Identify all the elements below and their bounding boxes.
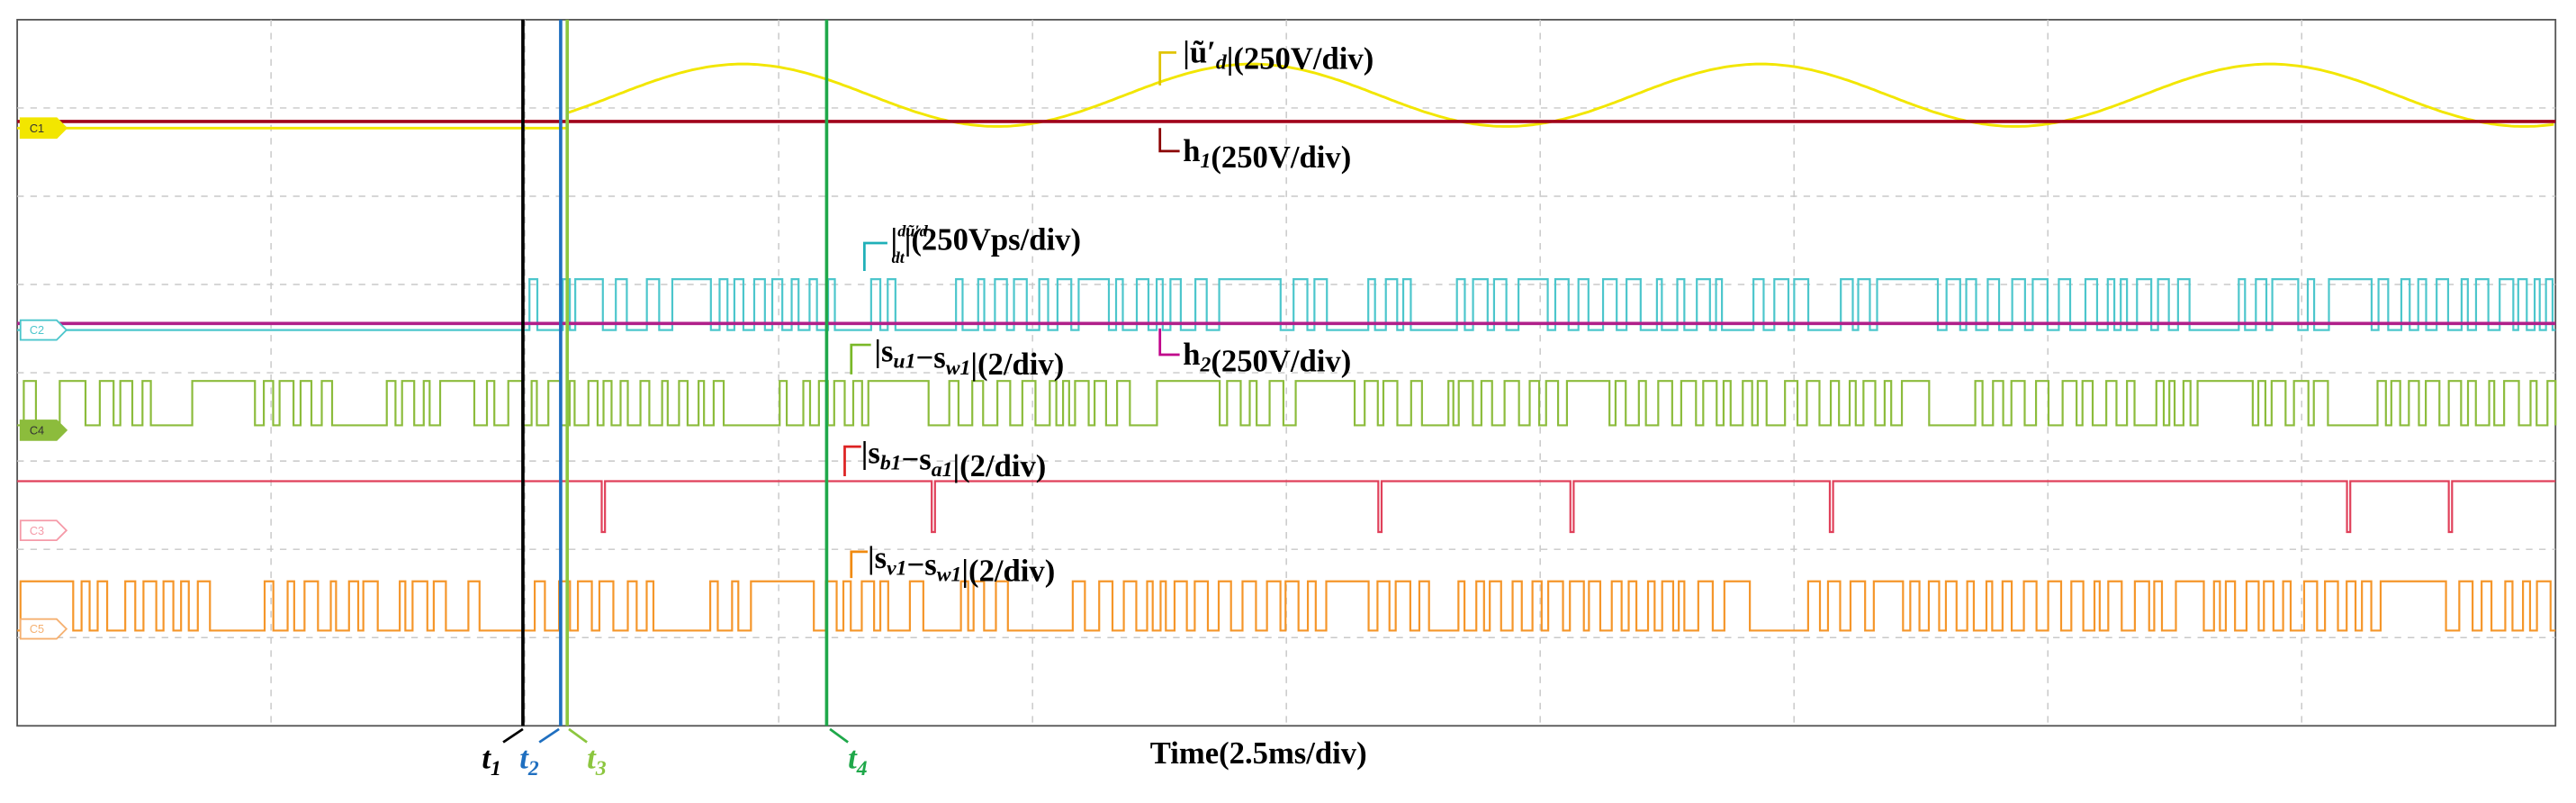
label-text: |(250V/div) [1227, 42, 1374, 77]
label-sub: 2 [527, 757, 539, 780]
label-text: −s [915, 341, 945, 375]
label-den: dt [892, 248, 905, 266]
time-marker-label: t3 [587, 742, 607, 780]
label-sub: w1 [946, 356, 971, 380]
arrow [850, 343, 871, 374]
channel-badge [19, 519, 68, 542]
traces: C1 C2 C4 C3 C5 [17, 62, 2557, 640]
channel-label: C3 [30, 524, 44, 537]
arrow [850, 550, 869, 579]
channel-label: C4 [30, 423, 44, 437]
label-sub: a1 [932, 458, 953, 482]
label-text: t [482, 742, 491, 776]
label-sub: u1 [893, 350, 915, 374]
label-sub: 4 [856, 757, 868, 780]
arrow [863, 241, 887, 271]
arrow [843, 445, 861, 476]
label-text: |(2/div) [961, 555, 1055, 589]
label-text: |s [874, 334, 893, 368]
label-text: |(2/div) [970, 347, 1064, 382]
channel-badge [19, 618, 68, 640]
label-text: (250V/div) [1211, 140, 1351, 175]
label-text: |(250Vps/div) [905, 222, 1081, 257]
time-marker-label: t4 [848, 742, 868, 780]
arrow [568, 727, 588, 744]
trace-label: h2(250V/div) [1183, 338, 1351, 378]
label-text: t [519, 742, 529, 776]
trace-label: |ũ′d|(250V/div) [1183, 35, 1374, 76]
time-marker-label: t1 [482, 742, 500, 780]
label-text: h [1183, 338, 1200, 372]
label-sub: 1 [491, 757, 501, 780]
label-sub: 3 [595, 757, 607, 780]
trace-label: |dũ′d dt|(250Vps/div) [891, 222, 1081, 266]
label-sub: w1 [937, 564, 962, 587]
time-markers [521, 19, 829, 726]
arrow [829, 727, 849, 744]
label-text: −s [902, 443, 932, 477]
label-text: (250V/div) [1211, 344, 1351, 378]
label-text: | [891, 222, 898, 257]
label-text: −s [907, 547, 937, 582]
channel-badge [19, 319, 68, 341]
label-sub: d [1216, 51, 1228, 75]
channel-badge [19, 420, 68, 441]
trace-label: |su1−sw1|(2/div) [874, 334, 1064, 382]
time-label: Time(2.5ms/div) [1150, 736, 1367, 771]
label-text: |(2/div) [952, 449, 1046, 483]
label-text: t [587, 742, 597, 776]
label-sub: v1 [887, 556, 906, 580]
label-text: t [848, 742, 858, 776]
trace-c3 [17, 480, 2556, 534]
arrow [502, 727, 524, 744]
label-sub: 1 [1201, 149, 1211, 173]
label-text: h [1183, 134, 1200, 168]
label-text: |ũ′ [1183, 35, 1216, 69]
trace-label: h1(250V/div) [1183, 134, 1351, 175]
label-sub: 2 [1200, 353, 1211, 376]
arrow [1158, 328, 1180, 356]
time-marker-label: t2 [519, 742, 539, 780]
channel-badge [19, 117, 68, 140]
label-text: |s [868, 541, 887, 575]
trace-c2 [17, 278, 2556, 331]
trace-c5 [17, 580, 2556, 632]
trace-label: |sb1−sa1|(2/div) [861, 436, 1047, 483]
label-num: dũ′d [897, 222, 928, 240]
arrow [1158, 128, 1180, 153]
channel-label: C2 [30, 323, 44, 337]
trace-label: |sv1−sw1|(2/div) [868, 541, 1055, 589]
trace-c4 [17, 380, 2557, 427]
arrow [1158, 51, 1176, 86]
label-arrows [502, 51, 1180, 744]
channel-label: C5 [30, 622, 44, 636]
grid [17, 19, 2556, 726]
arrow [538, 727, 560, 744]
label-sub: b1 [880, 452, 902, 475]
labels: |ũ′d|(250V/div)h1(250V/div)|dũ′d dt|(250V… [482, 35, 1374, 780]
channel-label: C1 [30, 122, 44, 135]
label-text: |s [861, 436, 880, 470]
